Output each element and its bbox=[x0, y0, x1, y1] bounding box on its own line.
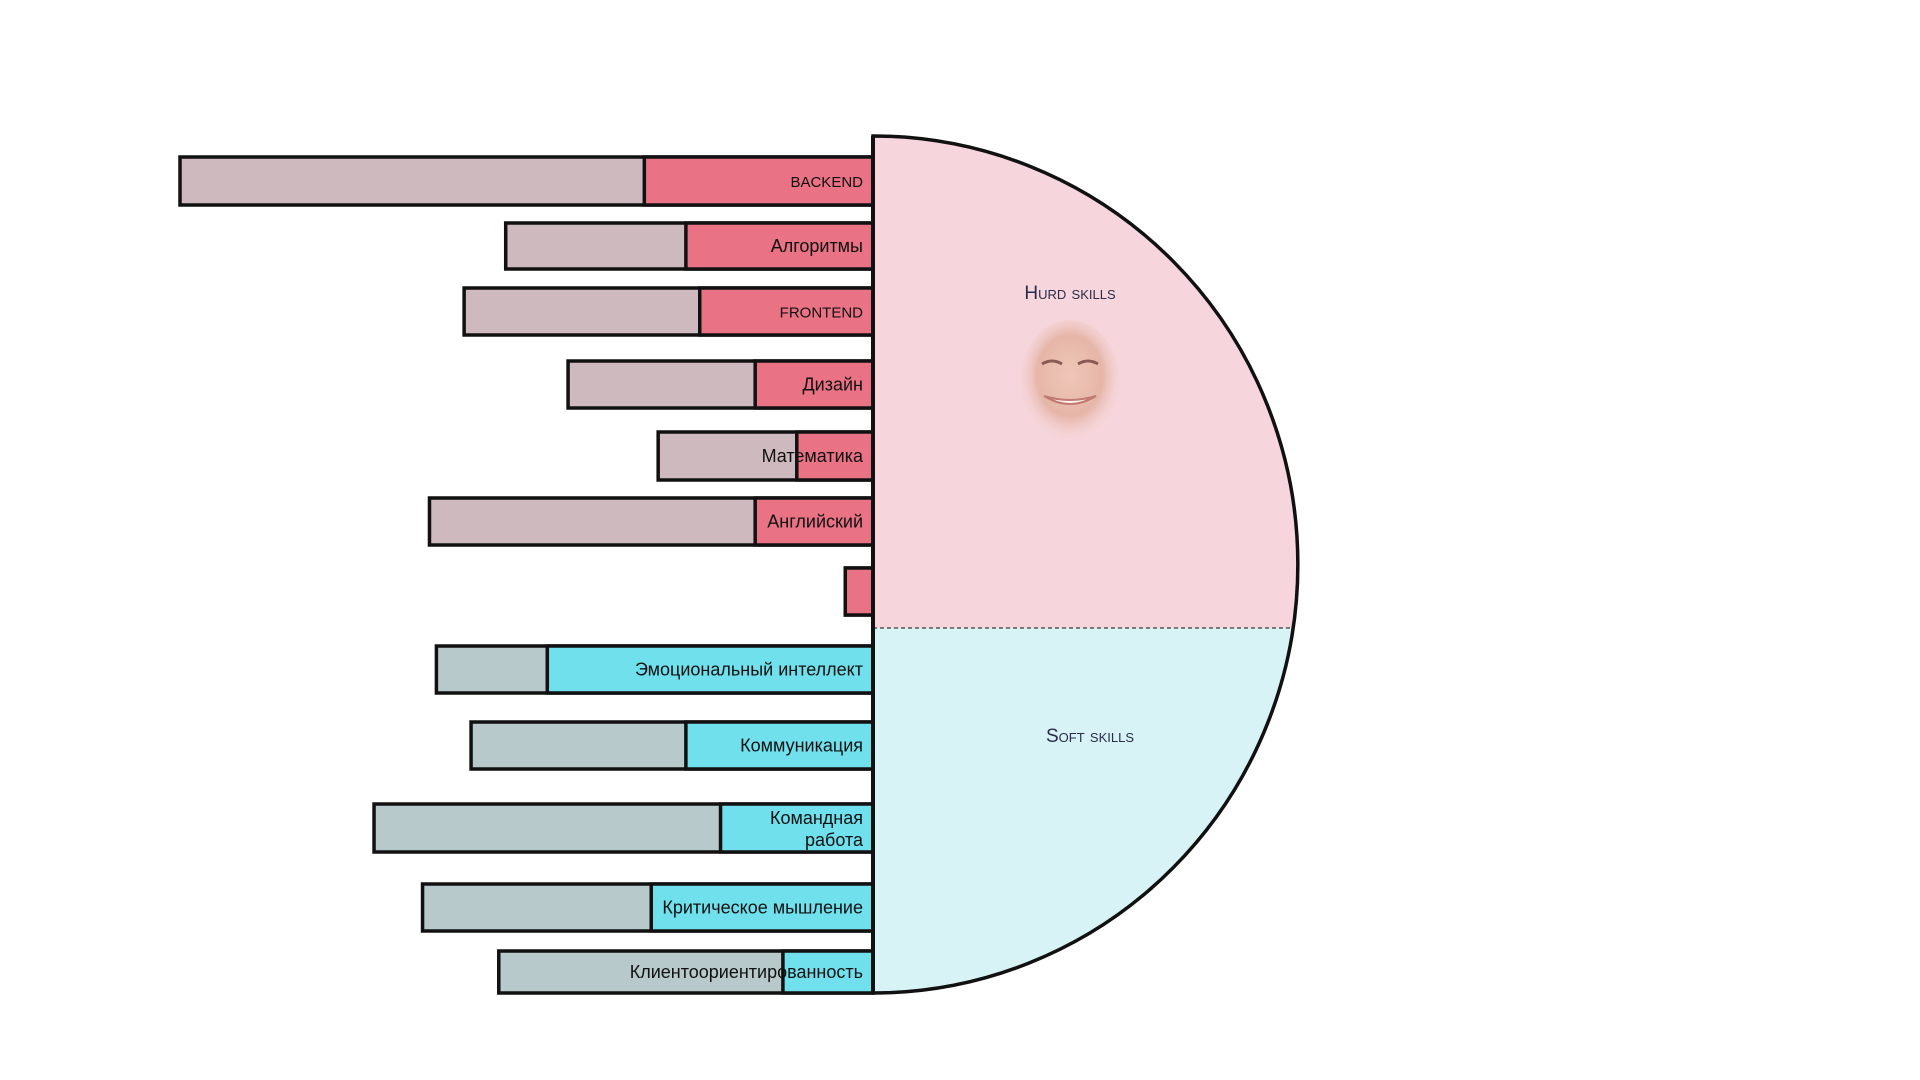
hard-skill-bar-row bbox=[843, 566, 875, 617]
soft-skill-bar-row: Эмоциональный интеллект bbox=[434, 644, 875, 695]
hard-skill-bar-row: Английский bbox=[427, 496, 875, 547]
hard-skills-title: Hurd skills bbox=[1024, 283, 1116, 304]
hard-skill-bar-row: BACKEND bbox=[178, 155, 875, 207]
hard-skill-bar-fill bbox=[795, 430, 875, 482]
hard-skill-bar-label: FRONTEND bbox=[780, 305, 863, 322]
hard-skill-bar-label: Английский bbox=[767, 512, 863, 532]
soft-skill-bar-label: Клиентоориентированность bbox=[630, 962, 863, 982]
hard-skill-bar-fill bbox=[684, 221, 875, 271]
hard-skill-bar-fill bbox=[698, 286, 875, 337]
soft-skill-bar-row: Критическое мышление bbox=[420, 882, 875, 933]
hard-skill-bar-fill bbox=[843, 566, 875, 617]
hard-skill-bar-label: Дизайн bbox=[802, 375, 863, 395]
soft-skill-bar-label: Коммуникация bbox=[740, 736, 863, 756]
hard-skill-bar-label: Математика bbox=[762, 446, 864, 466]
hard-skill-bar-label: BACKEND bbox=[790, 174, 863, 191]
soft-skill-bar-fill bbox=[684, 720, 875, 771]
soft-skill-bar-label: Эмоциональный интеллект bbox=[635, 660, 863, 680]
smiling-face-icon bbox=[1020, 320, 1120, 444]
hard-skill-bar-row: Математика bbox=[656, 430, 875, 482]
soft-skills-title: Soft skills bbox=[1046, 726, 1134, 747]
soft-skill-bar-row: Клиентоориентированность bbox=[497, 949, 875, 995]
soft-skills-area bbox=[873, 628, 1294, 993]
skill-bars: BACKEND Алгоритмы FRONTEND Дизайн Математика… bbox=[178, 136, 875, 995]
half-disc-outline bbox=[871, 134, 1300, 995]
hard-skill-bar-label: Алгоритмы bbox=[771, 236, 863, 256]
hard-skill-bar-row: FRONTEND bbox=[462, 286, 875, 337]
hard-skill-bar-row: Дизайн bbox=[566, 359, 875, 410]
soft-skill-bar-row: Командная работа bbox=[372, 802, 875, 854]
soft-skill-bar-label: Командная работа bbox=[770, 808, 864, 850]
soft-skill-bar-fill bbox=[718, 802, 875, 854]
soft-skill-bar-fill bbox=[781, 949, 875, 995]
hard-skill-bar-fill bbox=[753, 359, 875, 410]
hard-skill-bar-row: Алгоритмы bbox=[503, 221, 875, 271]
soft-skill-bar-row: Коммуникация bbox=[469, 720, 875, 771]
hard-skill-bar-fill bbox=[753, 496, 875, 547]
soft-skill-bar-label: Критическое мышление bbox=[662, 898, 863, 918]
